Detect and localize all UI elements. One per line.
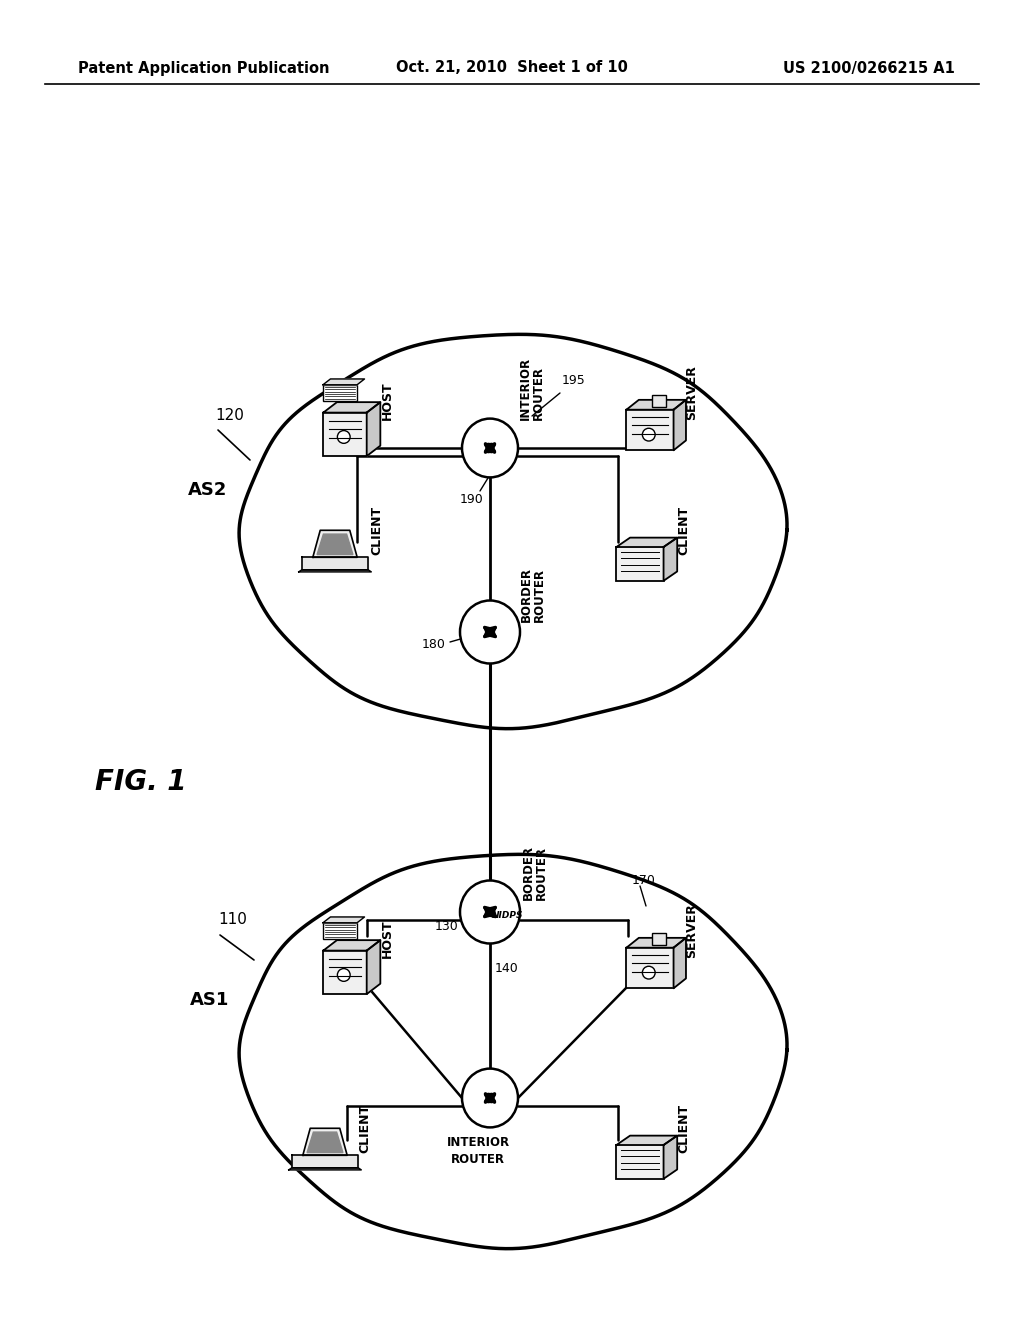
Polygon shape — [664, 537, 677, 581]
Polygon shape — [616, 537, 677, 546]
Text: US 2100/0266215 A1: US 2100/0266215 A1 — [783, 61, 955, 75]
Circle shape — [642, 428, 655, 441]
Polygon shape — [323, 379, 365, 384]
Polygon shape — [239, 854, 787, 1249]
Polygon shape — [303, 1129, 347, 1155]
Text: ROUTER: ROUTER — [531, 366, 545, 420]
Polygon shape — [292, 1155, 358, 1168]
Text: CLIENT: CLIENT — [678, 506, 690, 554]
Text: BORDER: BORDER — [519, 568, 532, 622]
Text: 190: 190 — [460, 492, 484, 506]
Ellipse shape — [460, 601, 520, 664]
Polygon shape — [674, 400, 686, 450]
Bar — [616, 546, 664, 581]
Polygon shape — [312, 531, 357, 557]
Bar — [324, 950, 367, 994]
Polygon shape — [239, 334, 787, 729]
Bar — [324, 413, 367, 457]
Bar — [652, 933, 667, 945]
Bar — [323, 384, 357, 401]
Bar — [627, 948, 674, 989]
Circle shape — [337, 969, 350, 981]
Text: INTERIOR: INTERIOR — [518, 356, 531, 420]
Text: Patent Application Publication: Patent Application Publication — [78, 61, 330, 75]
Polygon shape — [627, 937, 686, 948]
Ellipse shape — [462, 418, 518, 478]
Text: CLIENT: CLIENT — [371, 506, 384, 554]
Bar — [616, 1144, 664, 1179]
Text: 130: 130 — [435, 920, 459, 933]
Polygon shape — [627, 400, 686, 409]
Text: 140: 140 — [495, 962, 519, 975]
Text: 170: 170 — [632, 874, 656, 887]
Text: HOST: HOST — [381, 381, 393, 420]
Text: ROUTER: ROUTER — [535, 846, 548, 900]
Text: CLIENT: CLIENT — [358, 1104, 372, 1152]
Bar — [627, 409, 674, 450]
Text: HOST: HOST — [381, 919, 393, 958]
Bar — [652, 395, 667, 407]
Ellipse shape — [460, 880, 520, 944]
Text: FIG. 1: FIG. 1 — [95, 768, 186, 796]
Polygon shape — [367, 403, 380, 457]
Polygon shape — [317, 535, 353, 554]
Text: 180: 180 — [422, 638, 445, 651]
Polygon shape — [674, 937, 686, 989]
Text: AS1: AS1 — [190, 991, 229, 1008]
Polygon shape — [324, 403, 380, 413]
Polygon shape — [307, 1133, 343, 1152]
Polygon shape — [299, 570, 372, 572]
Polygon shape — [323, 917, 365, 923]
Text: 120: 120 — [215, 408, 244, 422]
Text: 110: 110 — [218, 912, 247, 928]
Polygon shape — [324, 940, 380, 950]
Text: 195: 195 — [562, 374, 586, 387]
Text: AS2: AS2 — [188, 480, 227, 499]
Text: Oct. 21, 2010  Sheet 1 of 10: Oct. 21, 2010 Sheet 1 of 10 — [396, 61, 628, 75]
Text: INTERIOR: INTERIOR — [446, 1137, 510, 1148]
Polygon shape — [289, 1168, 361, 1170]
Ellipse shape — [462, 1069, 518, 1127]
Text: ROUTER: ROUTER — [451, 1152, 505, 1166]
Text: ROUTER: ROUTER — [532, 568, 546, 622]
Text: NIDPS: NIDPS — [492, 911, 523, 920]
Text: SERVER: SERVER — [685, 903, 698, 958]
Polygon shape — [367, 940, 380, 994]
Text: CLIENT: CLIENT — [678, 1104, 690, 1152]
Circle shape — [642, 966, 655, 979]
Polygon shape — [616, 1135, 677, 1144]
Polygon shape — [302, 557, 368, 570]
Bar — [323, 923, 357, 939]
Circle shape — [337, 430, 350, 444]
Text: SERVER: SERVER — [685, 366, 698, 420]
Text: BORDER: BORDER — [521, 845, 535, 900]
Polygon shape — [664, 1135, 677, 1179]
